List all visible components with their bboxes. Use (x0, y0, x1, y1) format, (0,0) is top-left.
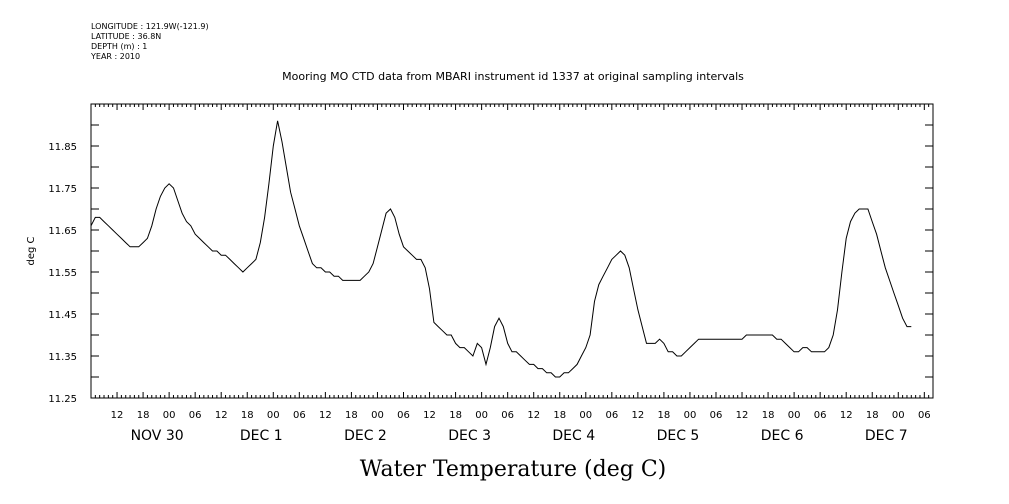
x-hour-tick-label: 18 (449, 410, 462, 421)
meta-latitude: LATITUDE : 36.8N (91, 32, 162, 41)
axis-labels: 12 18 00 06 12 18 00 06 12 18 00 06 12 18 00 06 12 18 00 06… (48, 142, 930, 444)
y-tick-label: 11.35 (48, 352, 77, 363)
x-hour-tick-label: 12 (840, 410, 853, 421)
x-hour-tick-label: 12 (111, 410, 124, 421)
meta-year: YEAR : 2010 (91, 52, 141, 61)
y-tick-label: 11.45 (48, 310, 77, 321)
x-hour-tick-label: 06 (397, 410, 410, 421)
y-tick-label: 11.65 (48, 226, 77, 237)
x-hour-tick-label: 12 (527, 410, 540, 421)
x-hour-tick-label: 00 (267, 410, 280, 421)
x-hour-tick-label: 06 (710, 410, 723, 421)
x-hour-tick-label: 00 (788, 410, 801, 421)
x-hour-tick-label: 06 (189, 410, 202, 421)
x-hour-tick-label: 00 (579, 410, 592, 421)
meta-depth: DEPTH (m) : 1 (91, 42, 148, 51)
x-hour-tick-label: 18 (762, 410, 775, 421)
x-hour-tick-label: 12 (631, 410, 644, 421)
x-hour-tick-label: 18 (866, 410, 879, 421)
x-hour-tick-label: 06 (814, 410, 827, 421)
chart-title: Mooring MO CTD data from MBARI instrumen… (282, 70, 744, 83)
x-day-label: DEC 1 (240, 428, 283, 444)
x-hour-tick-label: 12 (423, 410, 436, 421)
x-hour-tick-label: 00 (684, 410, 697, 421)
x-hour-tick-label: 06 (501, 410, 514, 421)
x-hour-tick-label: 00 (163, 410, 176, 421)
x-hour-tick-label: 18 (658, 410, 671, 421)
x-hour-tick-label: 18 (345, 410, 358, 421)
y-tick-label: 11.55 (48, 268, 77, 279)
x-hour-tick-label: 18 (137, 410, 150, 421)
x-day-label: DEC 2 (344, 428, 387, 444)
x-day-label: DEC 3 (448, 428, 491, 444)
metadata-block: LONGITUDE : 121.9W(-121.9) LATITUDE : 36… (91, 22, 209, 62)
x-day-label: NOV 30 (131, 428, 184, 444)
x-day-label: DEC 7 (865, 428, 908, 444)
x-hour-tick-label: 06 (293, 410, 306, 421)
x-hour-tick-label: 06 (605, 410, 618, 421)
x-day-label: DEC 4 (552, 428, 595, 444)
meta-longitude: LONGITUDE : 121.9W(-121.9) (91, 22, 209, 31)
x-hour-tick-label: 18 (553, 410, 566, 421)
axis-ticks (90, 103, 934, 399)
x-hour-tick-label: 00 (475, 410, 488, 421)
x-day-label: DEC 6 (761, 428, 804, 444)
x-axis-title: Water Temperature (deg C) (360, 457, 667, 482)
y-axis-label: deg C (26, 236, 37, 265)
x-hour-tick-label: 12 (215, 410, 228, 421)
x-hour-tick-label: 00 (371, 410, 384, 421)
x-hour-tick-label: 12 (736, 410, 749, 421)
y-tick-label: 11.75 (48, 184, 77, 195)
x-hour-tick-label: 06 (918, 410, 931, 421)
temperature-series-line (90, 120, 912, 378)
x-hour-tick-label: 00 (892, 410, 905, 421)
y-tick-label: 11.25 (48, 394, 77, 405)
x-hour-tick-label: 18 (241, 410, 254, 421)
x-hour-tick-label: 12 (319, 410, 332, 421)
y-tick-label: 11.85 (48, 142, 77, 153)
x-day-label: DEC 5 (657, 428, 700, 444)
